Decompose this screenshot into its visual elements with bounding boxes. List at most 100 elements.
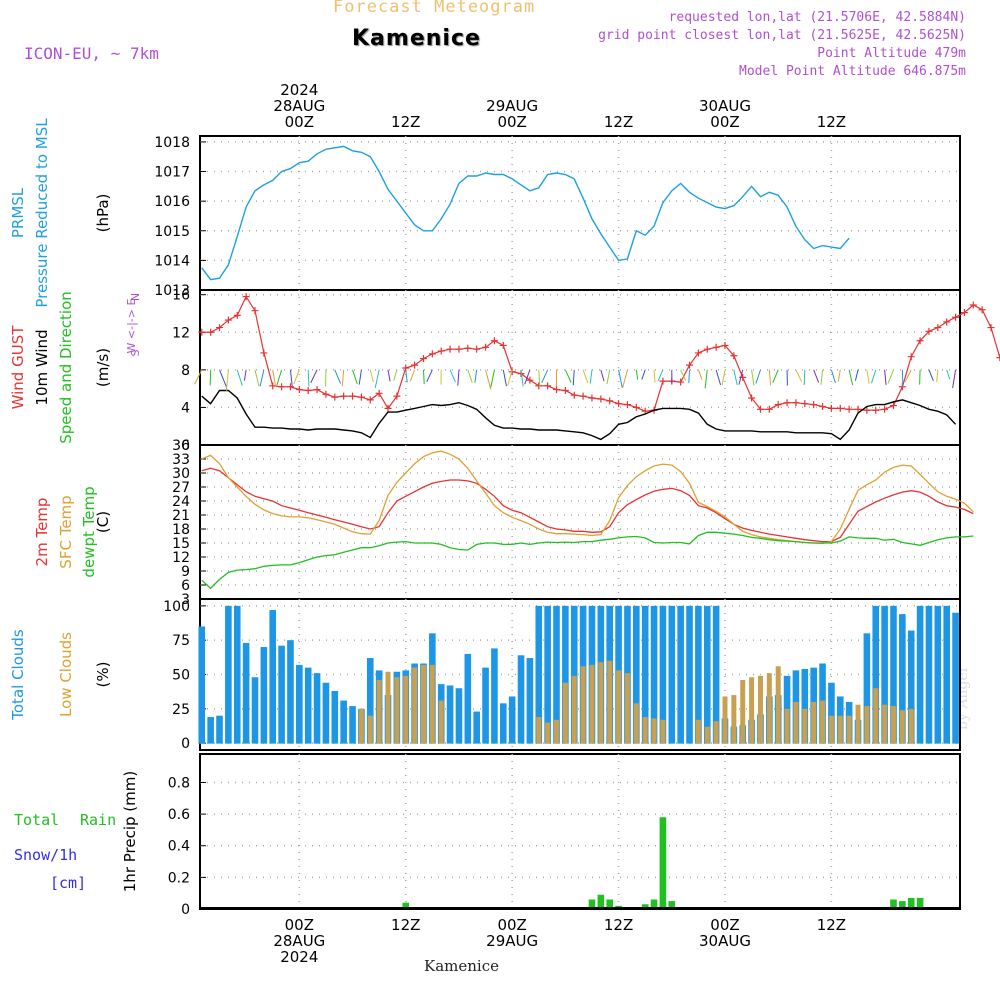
precip-ytick-label: 0.2 <box>168 870 190 886</box>
low-cloud-bar <box>536 717 542 744</box>
total-cloud-bar <box>881 605 888 744</box>
gust-point <box>978 306 986 314</box>
snow-unit-label: [cm] <box>50 874 86 892</box>
wind-direction-arrow <box>369 369 374 383</box>
gust-point <box>357 393 365 401</box>
wind-direction-arrow <box>502 369 507 387</box>
grid-point-coords: grid point closest lon,lat (21.5625E, 42… <box>598 28 966 43</box>
wind-direction-arrow <box>837 369 841 382</box>
gust-point <box>960 309 968 317</box>
gust-point <box>996 354 1000 362</box>
gust-point <box>987 324 995 332</box>
top-time-label: 00Z <box>285 113 314 131</box>
gust-point <box>437 347 445 355</box>
gust-point <box>943 318 951 326</box>
gust-point <box>925 327 933 335</box>
low-cloud-bar <box>855 704 861 744</box>
total-cloud-bar <box>482 667 489 744</box>
wind-direction-arrow <box>307 369 310 387</box>
low-cloud-bar <box>704 726 710 744</box>
wind-direction-arrow <box>422 369 425 385</box>
bottom-time-label: 30AUG <box>699 932 751 950</box>
gust-point <box>969 301 977 309</box>
low-cloud-bar <box>571 675 577 744</box>
gust-point <box>490 337 498 345</box>
bottom-time-label: 00Z <box>710 916 739 934</box>
prmsl-label: PRMSL <box>9 187 27 238</box>
top-time-label: 12Z <box>817 113 846 131</box>
top-time-label: 28AUG <box>273 97 325 115</box>
wind-direction-arrow <box>374 369 380 388</box>
low-cloud-bar <box>811 701 817 744</box>
wind-direction-arrow <box>387 369 391 382</box>
total-cloud-bar <box>464 653 472 744</box>
gust-point <box>615 400 623 408</box>
low-cloud-bar <box>802 708 808 744</box>
gust-point <box>508 368 516 376</box>
gust-point <box>349 392 357 400</box>
gust-line <box>201 295 1000 412</box>
rain-bar <box>588 899 596 909</box>
gust-point <box>774 401 782 409</box>
clouds-ytick-label: 75 <box>172 633 190 649</box>
gust-point <box>916 337 924 345</box>
gust-point <box>260 349 268 357</box>
top-time-label: 2024 <box>280 81 318 99</box>
wind-direction-arrow <box>589 369 593 384</box>
clouds-ytick-label: 25 <box>172 702 190 718</box>
temperature-ytick-label: 6 <box>181 578 190 594</box>
wind-direction-arrow <box>946 369 951 380</box>
rain-bar <box>606 899 614 909</box>
rain-bar <box>402 902 410 909</box>
pressure-ytick-label: 1017 <box>154 165 190 181</box>
compass-north: N <box>129 293 142 301</box>
snow-label: Snow/1h <box>14 846 77 864</box>
top-time-label: 00Z <box>497 113 526 131</box>
wind-ytick-label: 12 <box>172 325 190 341</box>
low-clouds-label: Low Clouds <box>57 632 75 717</box>
gust-point <box>544 382 552 390</box>
total-cloud-bar <box>952 612 959 744</box>
wind-direction-arrow <box>538 369 541 387</box>
gust-point <box>792 399 800 407</box>
gust-point <box>552 386 560 394</box>
low-cloud-bar <box>633 703 639 744</box>
wind-direction-arrow <box>768 369 772 386</box>
total-cloud-bar <box>313 673 321 744</box>
gust-point <box>526 376 534 384</box>
gust-point <box>632 403 640 411</box>
total-cloud-bar <box>216 715 223 744</box>
low-cloud-bar <box>731 695 737 744</box>
low-cloud-bar <box>890 706 896 744</box>
wind-direction-arrow <box>426 369 433 383</box>
gust-point <box>278 383 286 391</box>
wind-direction-arrow <box>449 369 456 383</box>
total-cloud-bar <box>934 605 942 744</box>
gust-point <box>384 404 392 412</box>
low-cloud-bar <box>394 677 400 744</box>
wind-direction-arrow <box>952 369 957 389</box>
temperature-ytick-label: 30 <box>172 466 190 482</box>
wind-direction-arrow <box>751 369 755 386</box>
wind-direction-arrow <box>830 369 836 384</box>
total-cloud-bar <box>340 700 347 744</box>
total-cloud-bar <box>544 605 551 744</box>
wind-direction-arrow <box>928 369 934 381</box>
low-cloud-bar <box>846 715 852 744</box>
low-cloud-bar <box>607 660 613 744</box>
total-cloud-bar <box>677 605 684 744</box>
wind-direction-arrow <box>795 369 803 382</box>
precip-frame <box>199 753 961 910</box>
footer-location: Kamenice <box>424 957 499 975</box>
temperature-ytick-label: 21 <box>172 508 190 524</box>
top-time-label: 30AUG <box>699 97 751 115</box>
gust-point <box>863 406 871 414</box>
rain-bar <box>650 899 658 909</box>
low-cloud-bar <box>562 682 568 744</box>
wind-ytick-label: 8 <box>181 363 190 379</box>
temperature-ytick-label: 27 <box>172 480 190 496</box>
wind-direction-arrow <box>622 369 628 388</box>
gust-point <box>295 386 303 394</box>
wind-direction-arrow <box>572 369 575 386</box>
